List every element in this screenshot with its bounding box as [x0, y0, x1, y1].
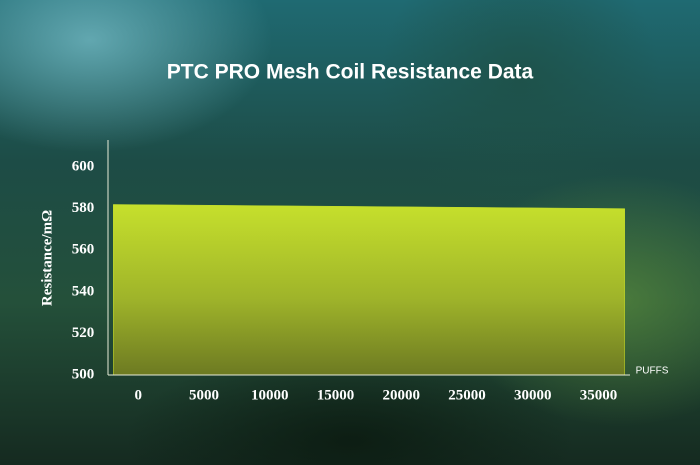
- x-tick-label: 30000: [514, 387, 552, 403]
- y-tick-label: 520: [72, 325, 95, 341]
- area: [113, 204, 625, 376]
- x-tick-label: 15000: [317, 387, 355, 403]
- x-tick-label: 25000: [448, 387, 486, 403]
- x-tick-label: 20000: [382, 387, 420, 403]
- y-tick-label: 600: [72, 158, 95, 174]
- y-axis-label: Resistance/mΩ: [39, 210, 55, 306]
- y-tick-label: 580: [72, 200, 95, 216]
- x-axis-label: PUFFS: [636, 366, 669, 377]
- x-tick-label: 0: [134, 387, 142, 403]
- y-tick-label: 540: [72, 283, 95, 299]
- chart-title: PTC PRO Mesh Coil Resistance Data: [167, 61, 534, 84]
- x-tick-label: 35000: [580, 387, 618, 403]
- y-tick-label: 560: [72, 242, 95, 258]
- x-tick-label: 5000: [189, 387, 219, 403]
- y-tick-label: 500: [72, 366, 95, 382]
- x-tick-label: 10000: [251, 387, 289, 403]
